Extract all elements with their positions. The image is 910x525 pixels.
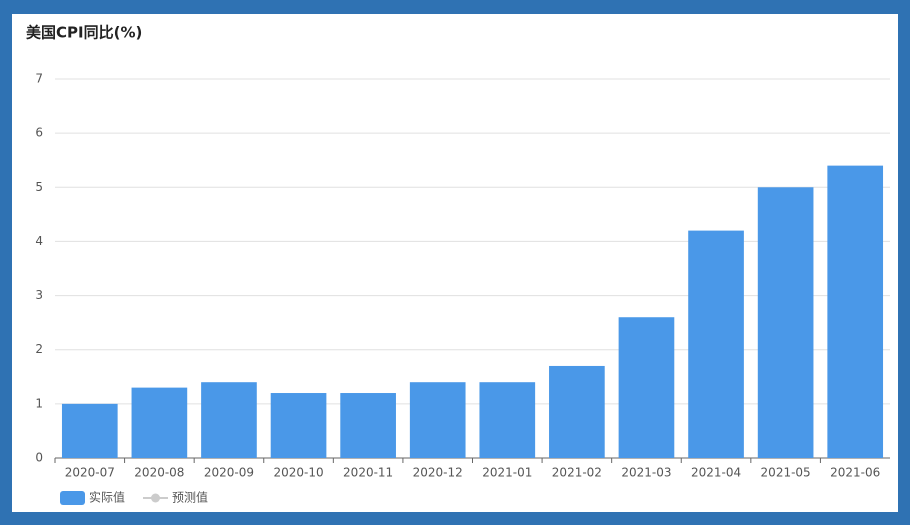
legend-swatch bbox=[151, 493, 160, 503]
bar bbox=[61, 403, 118, 458]
legend-label: 预测值 bbox=[172, 490, 208, 505]
x-tick-label: 2021-02 bbox=[552, 466, 602, 480]
x-tick-label: 2021-06 bbox=[830, 466, 880, 480]
bar bbox=[340, 393, 396, 458]
y-tick-label: 0 bbox=[35, 451, 43, 465]
bar bbox=[549, 365, 605, 458]
y-tick-label: 7 bbox=[35, 72, 43, 86]
bar bbox=[270, 393, 327, 458]
bar bbox=[479, 382, 536, 458]
bar bbox=[131, 387, 188, 458]
legend-label: 实际值 bbox=[89, 490, 125, 505]
x-tick-label: 2020-10 bbox=[273, 466, 323, 480]
y-tick-label: 4 bbox=[35, 234, 43, 248]
bar bbox=[827, 165, 884, 458]
y-tick-label: 6 bbox=[35, 126, 43, 140]
x-tick-label: 2020-08 bbox=[134, 466, 184, 480]
chart-title: 美国CPI同比(%) bbox=[26, 24, 142, 42]
x-tick-label: 2021-01 bbox=[482, 466, 532, 480]
bar bbox=[618, 317, 675, 458]
bar bbox=[201, 382, 257, 458]
x-tick-label: 2020-12 bbox=[413, 466, 463, 480]
legend-swatch bbox=[60, 491, 85, 505]
x-tick-label: 2021-04 bbox=[691, 466, 741, 480]
y-tick-label: 1 bbox=[35, 396, 43, 410]
x-tick-label: 2021-05 bbox=[761, 466, 811, 480]
y-tick-label: 2 bbox=[35, 342, 43, 356]
x-tick-label: 2021-03 bbox=[621, 466, 671, 480]
x-tick-label: 2020-07 bbox=[65, 466, 115, 480]
bar bbox=[757, 187, 814, 459]
y-tick-label: 3 bbox=[35, 288, 43, 302]
bar bbox=[688, 230, 744, 458]
x-tick-label: 2020-11 bbox=[343, 466, 393, 480]
x-tick-label: 2020-09 bbox=[204, 466, 254, 480]
y-tick-label: 5 bbox=[35, 180, 43, 194]
bar bbox=[409, 382, 466, 458]
